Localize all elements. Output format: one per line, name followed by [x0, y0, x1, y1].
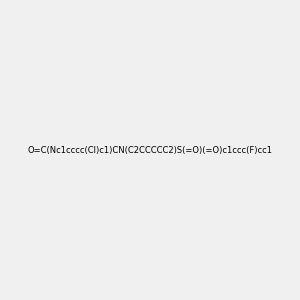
- Text: O=C(Nc1cccc(Cl)c1)CN(C2CCCCC2)S(=O)(=O)c1ccc(F)cc1: O=C(Nc1cccc(Cl)c1)CN(C2CCCCC2)S(=O)(=O)c…: [28, 146, 272, 154]
